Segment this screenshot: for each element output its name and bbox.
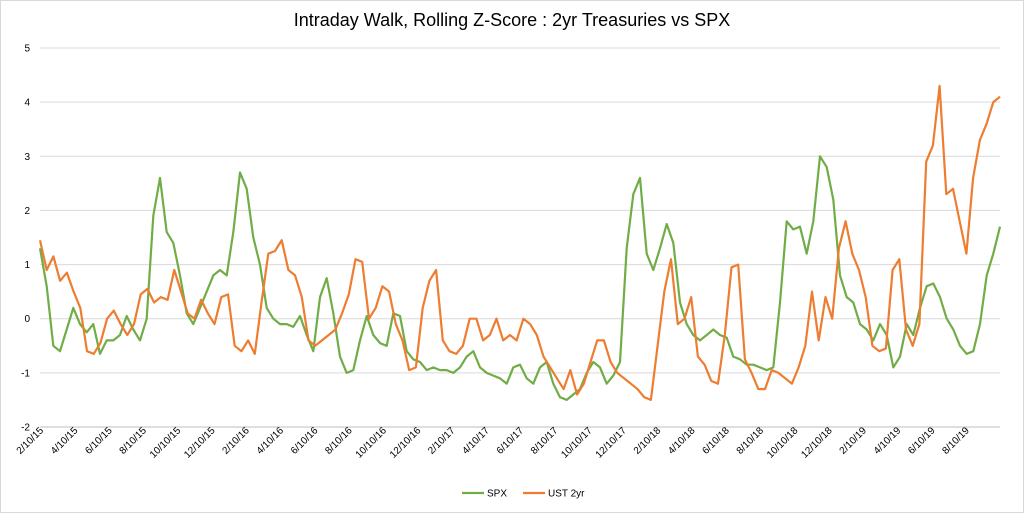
x-tick-label: 8/10/15 [118,425,150,457]
x-tick-label: 6/10/15 [83,425,115,457]
y-tick-label: 5 [24,44,30,55]
legend-label-ust-2yr: UST 2yr [548,489,585,500]
y-tick-label: -1 [21,368,30,379]
x-tick-label: 10/10/18 [765,425,801,461]
chart-title: Intraday Walk, Rolling Z-Score : 2yr Tre… [293,10,731,30]
x-tick-label: 2/10/18 [632,425,664,457]
x-tick-label: 4/10/18 [666,425,698,457]
y-axis-tick-labels: -2 -1 0 1 2 3 4 5 [21,44,30,434]
x-tick-label: 4/10/16 [255,425,287,457]
y-tick-label: 4 [24,98,30,109]
x-tick-label: 8/10/16 [323,425,355,457]
x-tick-label: 12/10/15 [182,425,218,461]
gridlines [40,47,1000,428]
x-tick-label: 4/10/15 [49,425,81,457]
x-tick-label: 2/10/17 [426,425,458,457]
x-tick-label: 12/10/16 [388,425,424,461]
x-tick-label: 12/10/17 [594,425,630,461]
x-tick-label: 10/10/17 [559,425,595,461]
series-line-spx [38,155,1002,401]
y-tick-label: 0 [24,314,30,325]
x-tick-label: 6/10/16 [289,425,321,457]
x-tick-label: 6/10/18 [700,425,732,457]
x-tick-label: 8/10/17 [529,425,561,457]
x-tick-label: 2/10/16 [220,425,252,457]
x-tick-label: 6/10/19 [906,425,938,457]
x-tick-label: 2/10/15 [15,425,47,457]
x-tick-label: 4/10/17 [460,425,492,457]
x-tick-label: 2/10/19 [838,425,870,457]
x-tick-label: 12/10/18 [799,425,835,461]
x-tick-label: 8/10/19 [940,425,972,457]
x-tick-label: 6/10/17 [495,425,527,457]
y-tick-label: -2 [21,423,30,434]
x-tick-label: 8/10/18 [735,425,767,457]
y-tick-label: 2 [24,206,30,217]
x-tick-label: 10/10/15 [148,425,184,461]
x-axis-tick-labels: 2/10/15 4/10/15 6/10/15 8/10/1510/10/1512/1… [15,425,972,461]
x-tick-label: 10/10/16 [354,425,390,461]
y-tick-label: 3 [24,152,30,163]
legend: SPX UST 2yr [462,489,585,500]
series-line-ust-2yr [38,84,1001,401]
y-tick-label: 1 [24,260,30,271]
legend-label-spx: SPX [487,489,507,500]
x-tick-label: 4/10/19 [872,425,904,457]
series-lines [38,84,1002,401]
